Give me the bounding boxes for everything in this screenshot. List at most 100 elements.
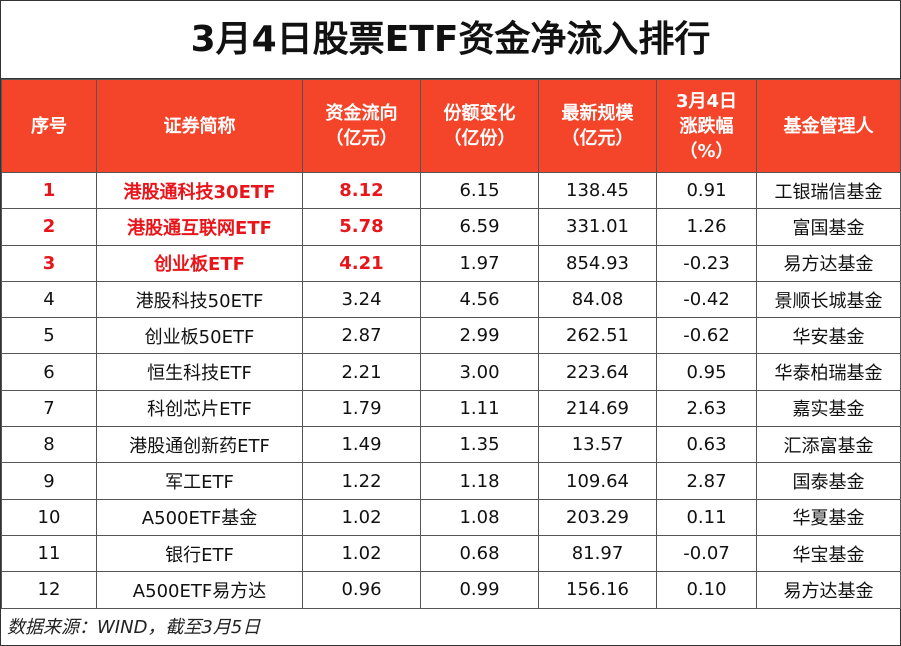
- cell-share: 1.97: [420, 244, 539, 282]
- table-row: 5 创业板50ETF 2.87 2.99 262.51 -0.62 华安基金: [1, 317, 901, 355]
- header-rank: 序号: [1, 79, 97, 173]
- cell-flow: 4.21: [302, 244, 421, 282]
- cell-name: 创业板50ETF: [96, 317, 303, 355]
- cell-rank: 2: [1, 208, 97, 246]
- cell-name: 科创芯片ETF: [96, 389, 303, 428]
- page-title: 3月4日股票ETF资金净流入排行: [1, 1, 900, 79]
- table-row: 8 港股通创新药ETF 1.49 1.35 13.57 0.63 汇添富基金: [1, 426, 901, 464]
- table-row: 2 港股通互联网ETF 5.78 6.59 331.01 1.26 富国基金: [1, 208, 901, 246]
- table-row: 6 恒生科技ETF 2.21 3.00 223.64 0.95 华泰柏瑞基金: [1, 353, 901, 391]
- cell-share: 1.08: [420, 498, 539, 536]
- cell-rank: 4: [1, 280, 97, 319]
- header-flow-label: 资金流向: [325, 103, 398, 124]
- cell-share: 1.11: [420, 389, 539, 428]
- cell-change: 0.91: [656, 171, 757, 210]
- cell-scale: 262.51: [538, 317, 657, 355]
- cell-rank: 9: [1, 462, 97, 500]
- cell-change: 0.63: [656, 426, 757, 464]
- cell-name: 港股科技50ETF: [96, 280, 303, 319]
- cell-name: 军工ETF: [96, 462, 303, 500]
- table-row: 1 港股通科技30ETF 8.12 6.15 138.45 0.91 工银瑞信基金: [1, 171, 901, 210]
- header-change: 3月4日涨跌幅 （%）: [656, 79, 757, 173]
- cell-flow: 1.49: [302, 426, 421, 464]
- header-rank-label: 序号: [31, 115, 67, 137]
- cell-rank: 5: [1, 317, 97, 355]
- header-manager: 基金管理人: [756, 79, 901, 173]
- cell-manager: 景顺长城基金: [756, 280, 901, 319]
- cell-scale: 214.69: [538, 389, 657, 428]
- cell-scale: 854.93: [538, 244, 657, 282]
- cell-change: -0.07: [656, 534, 757, 573]
- header-share-label: 份额变化: [443, 103, 516, 124]
- header-change-label: 涨跌幅: [679, 115, 734, 137]
- cell-scale: 223.64: [538, 353, 657, 391]
- cell-scale: 109.64: [538, 462, 657, 500]
- cell-change: -0.23: [656, 244, 757, 282]
- cell-manager: 国泰基金: [756, 462, 901, 500]
- cell-rank: 1: [1, 171, 97, 210]
- cell-change: 2.63: [656, 389, 757, 428]
- cell-name: A500ETF易方达: [96, 571, 303, 609]
- cell-change: 2.87: [656, 462, 757, 500]
- cell-change: 0.10: [656, 571, 757, 609]
- table-row: 7 科创芯片ETF 1.79 1.11 214.69 2.63 嘉实基金: [1, 389, 901, 428]
- cell-rank: 10: [1, 498, 97, 536]
- cell-flow: 3.24: [302, 280, 421, 319]
- table-row: 9 军工ETF 1.22 1.18 109.64 2.87 国泰基金: [1, 462, 901, 500]
- cell-flow: 1.79: [302, 389, 421, 428]
- cell-flow: 8.12: [302, 171, 421, 210]
- cell-scale: 84.08: [538, 280, 657, 319]
- cell-manager: 富国基金: [756, 208, 901, 246]
- cell-flow: 1.22: [302, 462, 421, 500]
- cell-manager: 工银瑞信基金: [756, 171, 901, 210]
- cell-scale: 13.57: [538, 426, 657, 464]
- header-change-date: 3月4日: [675, 90, 738, 112]
- cell-name: 银行ETF: [96, 534, 303, 573]
- cell-share: 0.99: [420, 571, 539, 609]
- header-scale: 最新规模 （亿元）: [538, 79, 657, 173]
- cell-share: 6.59: [420, 208, 539, 246]
- cell-rank: 8: [1, 426, 97, 464]
- cell-share: 4.56: [420, 280, 539, 319]
- cell-share: 0.68: [420, 534, 539, 573]
- cell-name: 港股通科技30ETF: [96, 171, 303, 210]
- cell-scale: 81.97: [538, 534, 657, 573]
- source-note: 数据来源：WIND，截至3月5日: [7, 617, 261, 638]
- cell-manager: 华泰柏瑞基金: [756, 353, 901, 391]
- cell-flow: 0.96: [302, 571, 421, 609]
- header-share-unit: （亿份）: [443, 128, 516, 149]
- table-row: 3 创业板ETF 4.21 1.97 854.93 -0.23 易方达基金: [1, 244, 901, 282]
- cell-change: -0.62: [656, 317, 757, 355]
- header-change-unit: （%）: [679, 140, 734, 162]
- etf-flow-table: 序号 证券简称 资金流向 （亿元） 份额变化 （亿份） 最新规模 （亿元） 3月4日涨…: [1, 79, 901, 609]
- cell-manager: 易方达基金: [756, 571, 901, 609]
- cell-change: -0.42: [656, 280, 757, 319]
- cell-flow: 5.78: [302, 208, 421, 246]
- table-body: 1 港股通科技30ETF 8.12 6.15 138.45 0.91 工银瑞信基金 2 港股通互…: [1, 171, 901, 609]
- cell-rank: 12: [1, 571, 97, 609]
- cell-share: 2.99: [420, 317, 539, 355]
- cell-scale: 203.29: [538, 498, 657, 536]
- header-scale-unit: （亿元）: [561, 128, 634, 149]
- cell-name: 港股通创新药ETF: [96, 426, 303, 464]
- cell-scale: 138.45: [538, 171, 657, 210]
- cell-manager: 嘉实基金: [756, 389, 901, 428]
- cell-flow: 1.02: [302, 534, 421, 573]
- cell-rank: 3: [1, 244, 97, 282]
- cell-rank: 11: [1, 534, 97, 573]
- cell-rank: 6: [1, 353, 97, 391]
- cell-rank: 7: [1, 389, 97, 428]
- header-name-label: 证券简称: [163, 115, 236, 137]
- cell-name: 恒生科技ETF: [96, 353, 303, 391]
- table-row: 11 银行ETF 1.02 0.68 81.97 -0.07 华宝基金: [1, 534, 901, 573]
- cell-manager: 易方达基金: [756, 244, 901, 282]
- table-header-row: 序号 证券简称 资金流向 （亿元） 份额变化 （亿份） 最新规模 （亿元） 3月4日涨…: [1, 79, 901, 173]
- table-row: 12 A500ETF易方达 0.96 0.99 156.16 0.10 易方达基金: [1, 571, 901, 609]
- cell-share: 1.35: [420, 426, 539, 464]
- table-row: 4 港股科技50ETF 3.24 4.56 84.08 -0.42 景顺长城基金: [1, 280, 901, 319]
- cell-change: 0.95: [656, 353, 757, 391]
- header-flow: 资金流向 （亿元）: [302, 79, 421, 173]
- header-share: 份额变化 （亿份）: [420, 79, 539, 173]
- header-scale-label: 最新规模: [561, 103, 634, 124]
